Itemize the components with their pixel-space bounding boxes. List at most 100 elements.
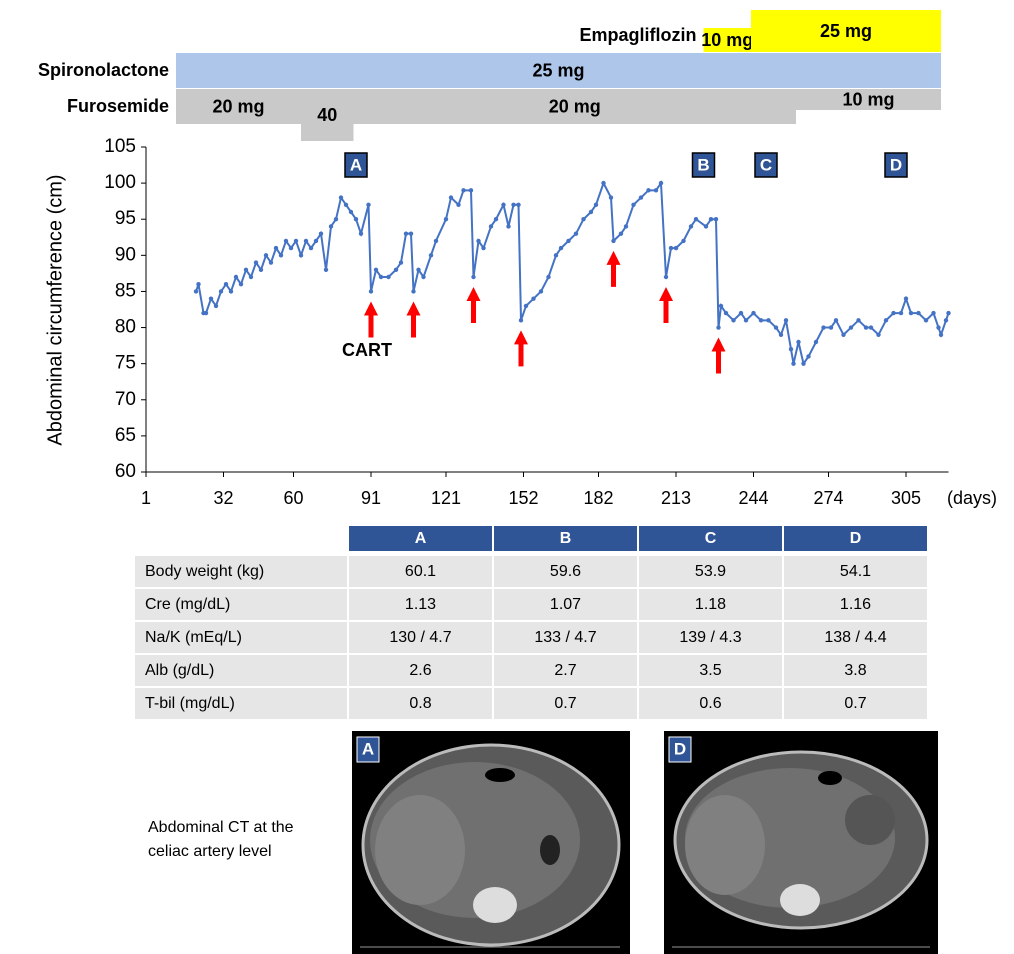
data-point bbox=[708, 217, 714, 222]
table-header: A bbox=[415, 530, 427, 547]
data-point bbox=[693, 217, 699, 222]
data-point bbox=[393, 267, 399, 272]
dose-bar bbox=[301, 89, 354, 141]
table-cell bbox=[135, 622, 347, 653]
data-point bbox=[293, 238, 299, 244]
medication-name: Furosemide bbox=[67, 96, 169, 116]
table-cell bbox=[135, 589, 347, 620]
data-point bbox=[538, 289, 544, 294]
table-header-cell bbox=[784, 526, 927, 551]
dose-label: 25 mg bbox=[820, 21, 872, 41]
x-tick-label: 1 bbox=[141, 488, 151, 508]
table-cell bbox=[349, 622, 492, 653]
data-point bbox=[223, 282, 229, 287]
data-line bbox=[195, 180, 950, 367]
dose-label: 20 mg bbox=[549, 96, 601, 116]
table-cell-text: 0.6 bbox=[699, 695, 721, 712]
cart-arrow bbox=[514, 330, 528, 367]
table-cell bbox=[349, 556, 492, 587]
data-point bbox=[923, 318, 929, 323]
data-point bbox=[283, 238, 289, 244]
cart-arrow bbox=[364, 301, 378, 338]
table-cell-text: Body weight (kg) bbox=[145, 563, 264, 580]
data-point bbox=[303, 238, 309, 244]
data-point bbox=[573, 231, 579, 236]
data-point bbox=[601, 180, 606, 186]
data-point bbox=[588, 209, 594, 215]
timepoint-box bbox=[884, 152, 908, 178]
y-tick-label: 75 bbox=[115, 353, 136, 374]
dose-label: 10 mg bbox=[701, 30, 753, 50]
table-cell bbox=[784, 688, 927, 719]
data-point bbox=[258, 267, 264, 272]
y-tick-label: 65 bbox=[115, 425, 136, 446]
data-point bbox=[821, 325, 826, 330]
data-point bbox=[581, 217, 586, 222]
ct-panel-box bbox=[668, 736, 692, 763]
data-point bbox=[593, 202, 599, 207]
data-point bbox=[378, 274, 384, 280]
dose-label: 10 mg bbox=[842, 89, 894, 109]
data-point bbox=[338, 195, 344, 200]
table-cell bbox=[784, 556, 927, 587]
data-point bbox=[218, 289, 224, 294]
data-point bbox=[946, 310, 951, 316]
data-point bbox=[558, 245, 564, 251]
timepoint-box bbox=[344, 152, 368, 178]
cart-label: CART bbox=[342, 340, 392, 360]
table-cell-text: 54.1 bbox=[840, 563, 871, 580]
table-cell bbox=[135, 688, 347, 719]
table-cell bbox=[349, 655, 492, 686]
table-cell-text: 1.18 bbox=[695, 596, 726, 613]
cart-arrow bbox=[659, 287, 673, 323]
data-point bbox=[488, 224, 494, 229]
table-cell bbox=[639, 589, 782, 620]
data-point bbox=[783, 318, 789, 323]
data-point bbox=[688, 224, 694, 229]
table-header: C bbox=[705, 530, 717, 547]
data-point bbox=[238, 282, 244, 287]
data-point bbox=[778, 332, 784, 337]
table-cell-text: 0.7 bbox=[554, 695, 576, 712]
data-point bbox=[386, 274, 391, 280]
ct-image bbox=[352, 731, 630, 954]
data-point bbox=[366, 202, 371, 207]
dose-label: 25 mg bbox=[532, 60, 584, 80]
data-point bbox=[863, 325, 869, 330]
data-point bbox=[461, 188, 466, 193]
data-point bbox=[408, 231, 414, 236]
table-cell bbox=[494, 688, 637, 719]
ct-caption: celiac artery level bbox=[148, 843, 272, 860]
data-point bbox=[353, 217, 359, 222]
data-point bbox=[448, 195, 454, 200]
table-cell-text: 133 / 4.7 bbox=[534, 629, 596, 646]
table-cell bbox=[494, 556, 637, 587]
dose-bar bbox=[176, 89, 301, 124]
data-point bbox=[856, 318, 861, 323]
data-point bbox=[916, 310, 921, 316]
medication-name: Spironolactone bbox=[38, 60, 169, 80]
data-point bbox=[731, 318, 736, 323]
data-point bbox=[623, 224, 629, 229]
table-cell-text: 2.7 bbox=[554, 662, 576, 679]
y-tick-label: 100 bbox=[104, 172, 136, 193]
table-header: B bbox=[560, 530, 572, 547]
table-cell-text: 53.9 bbox=[695, 563, 726, 580]
data-point bbox=[481, 245, 486, 251]
data-point bbox=[333, 217, 339, 222]
data-point bbox=[943, 318, 949, 323]
table-cell bbox=[784, 589, 927, 620]
data-point bbox=[416, 267, 421, 272]
y-tick-label: 105 bbox=[104, 136, 136, 157]
table-cell bbox=[784, 655, 927, 686]
table-header: D bbox=[850, 530, 862, 547]
data-point bbox=[716, 325, 721, 330]
data-point bbox=[398, 260, 404, 265]
y-tick-label: 70 bbox=[115, 389, 136, 410]
data-point bbox=[723, 310, 729, 316]
table-cell-text: 59.6 bbox=[550, 563, 581, 580]
timepoint-label: D bbox=[890, 155, 902, 174]
data-point bbox=[428, 253, 434, 258]
cart-arrow bbox=[606, 250, 621, 287]
